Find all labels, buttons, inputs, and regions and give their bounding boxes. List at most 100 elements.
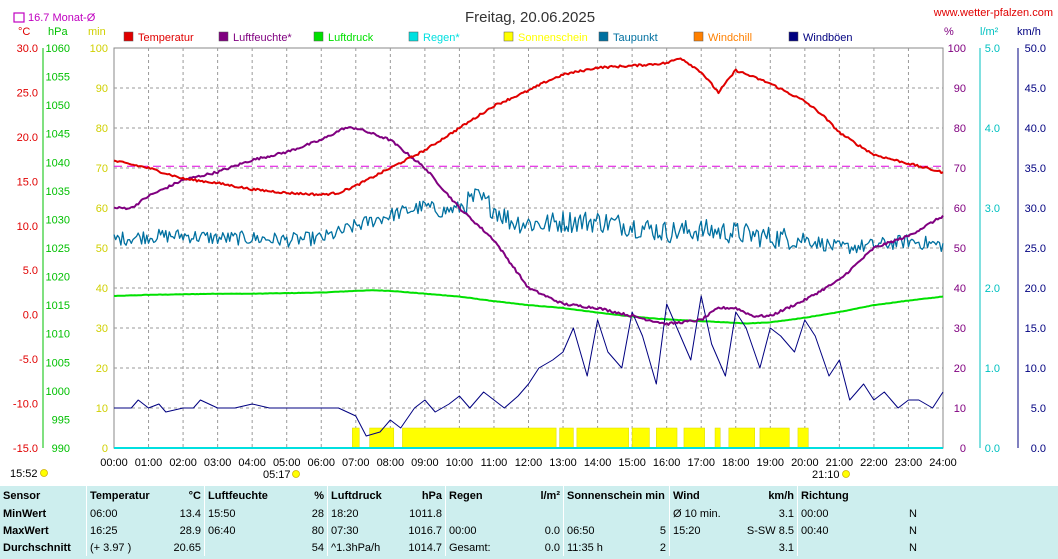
- legend-swatch: [788, 31, 799, 42]
- x-tick-label: 12:00: [515, 457, 543, 469]
- row-label: MaxWert: [3, 524, 49, 537]
- cell: 1014.7: [408, 541, 442, 554]
- legend-label: Windchill: [708, 32, 752, 44]
- legend-label: Temperatur: [138, 32, 194, 44]
- tick-label: 1010: [46, 329, 70, 341]
- x-tick-label: 15:00: [618, 457, 646, 469]
- legend-label: Sonnenschein: [518, 32, 588, 44]
- tick-label: 1.0: [985, 363, 1000, 375]
- temperature-header: Temperatur: [86, 486, 153, 505]
- tick-label: 5.0: [23, 265, 38, 277]
- cell: 3.1: [778, 541, 794, 554]
- legend-swatch: [313, 31, 324, 42]
- tick-label: 40: [96, 283, 108, 295]
- tick-label: 10.0: [17, 221, 38, 233]
- cell: 1016.7: [408, 524, 442, 537]
- cell: 28: [311, 507, 324, 520]
- x-tick-label: 24:00: [929, 457, 957, 469]
- tick-label: -15.0: [13, 443, 38, 455]
- series-line: [113, 188, 944, 255]
- sunrise-left-label: 15:52: [10, 468, 38, 480]
- humidity-unit: %: [314, 489, 324, 502]
- x-tick-label: 22:00: [860, 457, 888, 469]
- tick-label: 3.0: [985, 203, 1000, 215]
- unit-kmh: km/h: [1017, 26, 1041, 38]
- tick-label: 15.0: [1025, 323, 1046, 335]
- cell: 13.4: [179, 507, 201, 520]
- x-tick-label: 18:00: [722, 457, 750, 469]
- tick-label: 1060: [46, 43, 70, 55]
- sunshine-bar: [797, 427, 809, 449]
- direction-unit: [864, 486, 920, 505]
- x-tick-label: 21:00: [826, 457, 854, 469]
- cell: 1011.8: [409, 507, 442, 520]
- rain-header: Regen: [445, 486, 512, 505]
- tick-label: 20: [96, 363, 108, 375]
- summary-header-row: Sensor Temperatur °C Luftfeuchte % Luftd…: [0, 486, 920, 505]
- tick-label: 15.0: [17, 176, 38, 188]
- tick-label: 10: [96, 403, 108, 415]
- tick-label: 1005: [46, 357, 70, 369]
- tick-label: 100: [948, 43, 966, 55]
- tick-label: 0.0: [985, 443, 1000, 455]
- weather-chart: Freitag, 20.06.2025 www.wetter-pfalzen.c…: [10, 7, 1053, 481]
- cell: (+ 3.97 ): [86, 539, 153, 556]
- temperature-unit: °C: [188, 489, 201, 502]
- row-label: MinWert: [3, 507, 47, 520]
- tick-label: 30.0: [1025, 203, 1046, 215]
- tick-label: 5.0: [985, 43, 1000, 55]
- direction-header: Richtung: [797, 486, 864, 505]
- tick-label: 30: [96, 323, 108, 335]
- tick-label: 1040: [46, 157, 70, 169]
- sunshine-bar: [559, 427, 574, 449]
- tick-label: 0.0: [1031, 443, 1046, 455]
- tick-label: 25.0: [17, 87, 38, 99]
- cell: ^1.3hPa/h: [327, 539, 394, 556]
- tick-label: 20.0: [1025, 283, 1046, 295]
- tick-label: 1020: [46, 272, 70, 284]
- sunshine-bar: [683, 427, 705, 449]
- wind-unit: km/h: [768, 489, 794, 502]
- x-tick-label: 08:00: [377, 457, 405, 469]
- x-tick-label: 13:00: [549, 457, 577, 469]
- cell: 0.0: [544, 541, 560, 554]
- cell: 15:50: [204, 505, 271, 522]
- tick-label: 30: [954, 323, 966, 335]
- unit-hpa: hPa: [48, 26, 68, 38]
- series-line: [113, 126, 944, 326]
- cell: N: [909, 541, 917, 554]
- site-link[interactable]: www.wetter-pfalzen.com: [933, 7, 1053, 19]
- cell: S-SW 8.5: [746, 524, 794, 537]
- tick-label: 50: [954, 243, 966, 255]
- cell: 0.0: [544, 524, 560, 537]
- tick-label: 35.0: [1025, 163, 1046, 175]
- unit-lm2: l/m²: [980, 26, 999, 38]
- x-tick-label: 16:00: [653, 457, 681, 469]
- cell: 06:50: [563, 522, 646, 539]
- tick-label: 70: [954, 163, 966, 175]
- unit-pct: %: [944, 26, 954, 38]
- summary-table: Sensor Temperatur °C Luftfeuchte % Luftd…: [0, 486, 1058, 559]
- cell: [563, 505, 646, 522]
- sunshine-bar: [656, 427, 678, 449]
- x-tick-label: 01:00: [135, 457, 163, 469]
- legend-label: Taupunkt: [613, 32, 658, 44]
- tick-label: 1045: [46, 129, 70, 141]
- series-line: [113, 289, 944, 325]
- chart-title: Freitag, 20.06.2025: [465, 9, 595, 26]
- tick-label: 80: [96, 123, 108, 135]
- pressure-unit: hPa: [421, 489, 442, 502]
- sensor-header: Sensor: [3, 489, 41, 502]
- humidity-header: Luftfeuchte: [204, 486, 271, 505]
- cell: [645, 505, 669, 522]
- cell: [204, 539, 271, 556]
- x-tick-label: 04:00: [238, 457, 266, 469]
- wind-header: Wind: [669, 486, 731, 505]
- cell: 06:00: [86, 505, 153, 522]
- tick-label: 990: [52, 443, 70, 455]
- sunshine-bar: [369, 427, 395, 449]
- sunshine-bar: [759, 427, 790, 449]
- sun-marks: 15:52 05:17 21:10: [10, 468, 850, 481]
- legend: Temperatur Luftfeuchte* Luftdruck Regen* Son…: [123, 31, 853, 44]
- cell: Ø 10 min.: [669, 505, 731, 522]
